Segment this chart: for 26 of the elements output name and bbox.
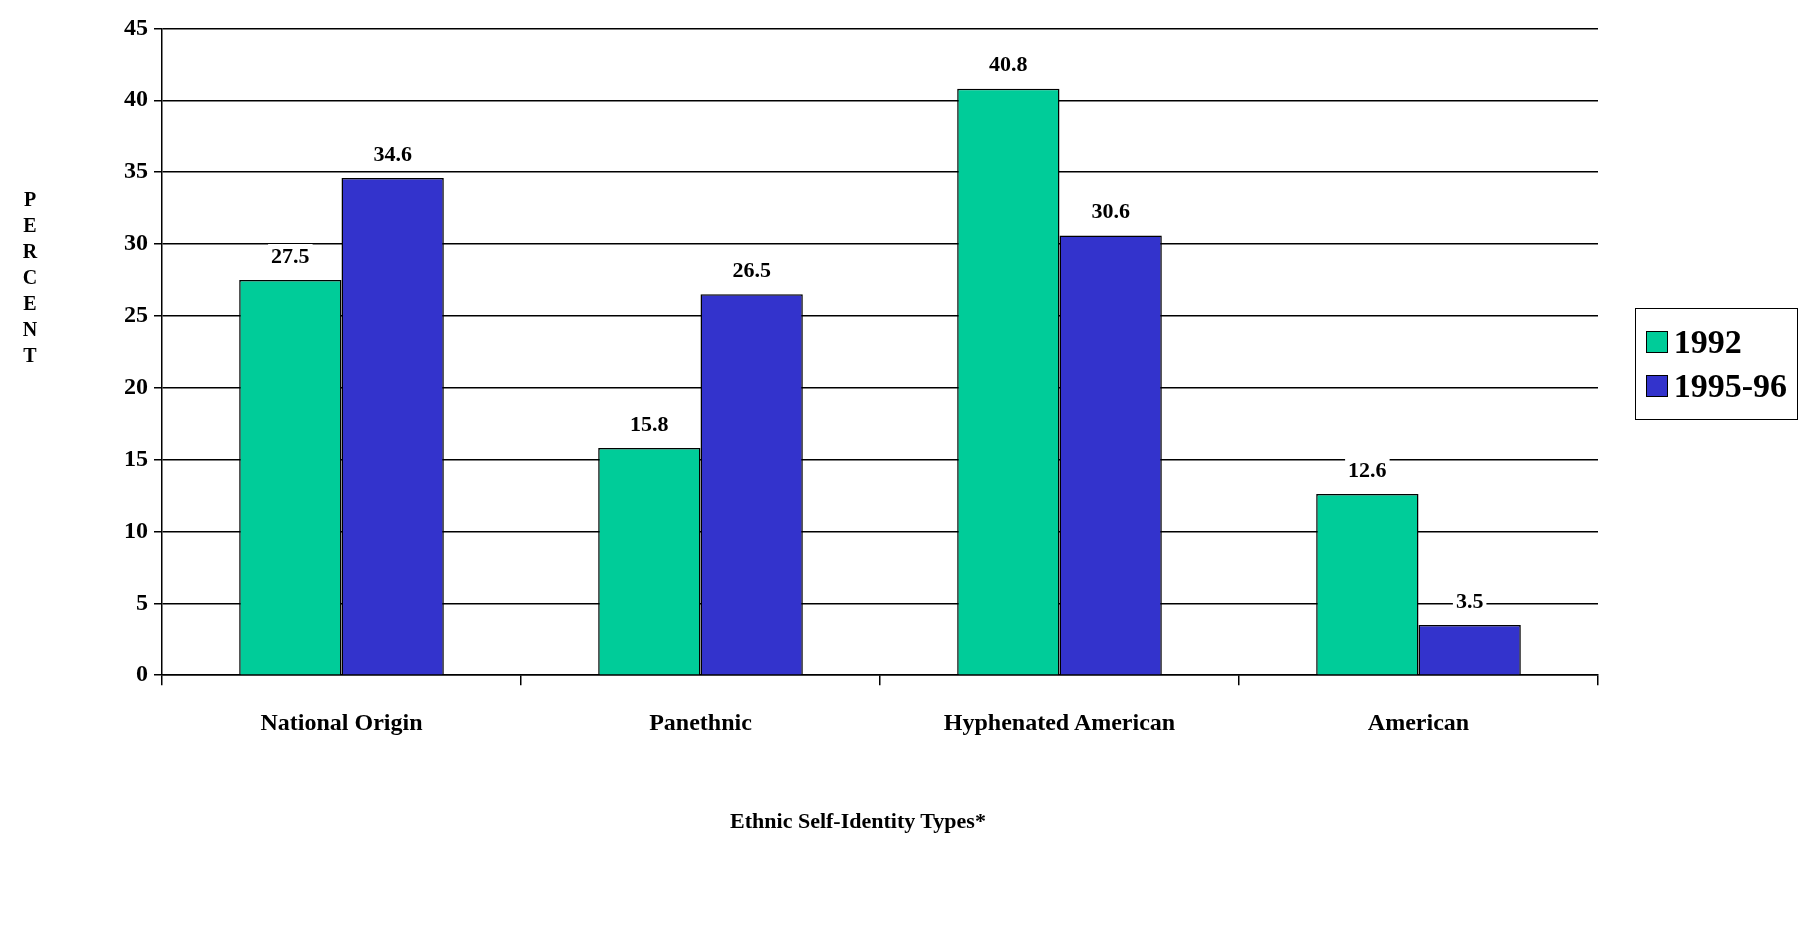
data-label: 40.8 (989, 51, 1028, 77)
data-label: 3.5 (1455, 587, 1484, 613)
y-tick-label: 15 (124, 444, 148, 471)
y-tick-label: 25 (124, 301, 148, 328)
data-label: 12.6 (1348, 456, 1387, 482)
x-tick-label: Hyphenated American (943, 708, 1176, 735)
y-tick-label: 0 (136, 660, 148, 687)
x-tick-label: National Origin (260, 708, 423, 735)
y-tick-label: 10 (124, 516, 148, 543)
data-label: 26.5 (732, 256, 771, 282)
x-axis-title: Ethnic Self-Identity Types* (729, 808, 987, 834)
y-tick-label: 45 (124, 13, 148, 40)
y-tick-label: 40 (124, 85, 148, 112)
legend-label: 1995-96 (1673, 367, 1787, 405)
legend-label: 1992 (1673, 323, 1742, 361)
y-axis-title: PERCENT (18, 188, 41, 370)
y-tick-label: 20 (124, 372, 148, 399)
x-tick-label: American (1367, 708, 1470, 735)
data-label: 30.6 (1091, 198, 1130, 224)
data-label: 15.8 (630, 410, 669, 436)
data-label: 27.5 (271, 242, 310, 268)
y-tick-label: 35 (124, 157, 148, 184)
x-tick-label: Panethnic (649, 708, 753, 735)
data-label: 34.6 (373, 140, 412, 166)
y-tick-label: 5 (136, 588, 148, 615)
y-tick-label: 30 (124, 229, 148, 256)
